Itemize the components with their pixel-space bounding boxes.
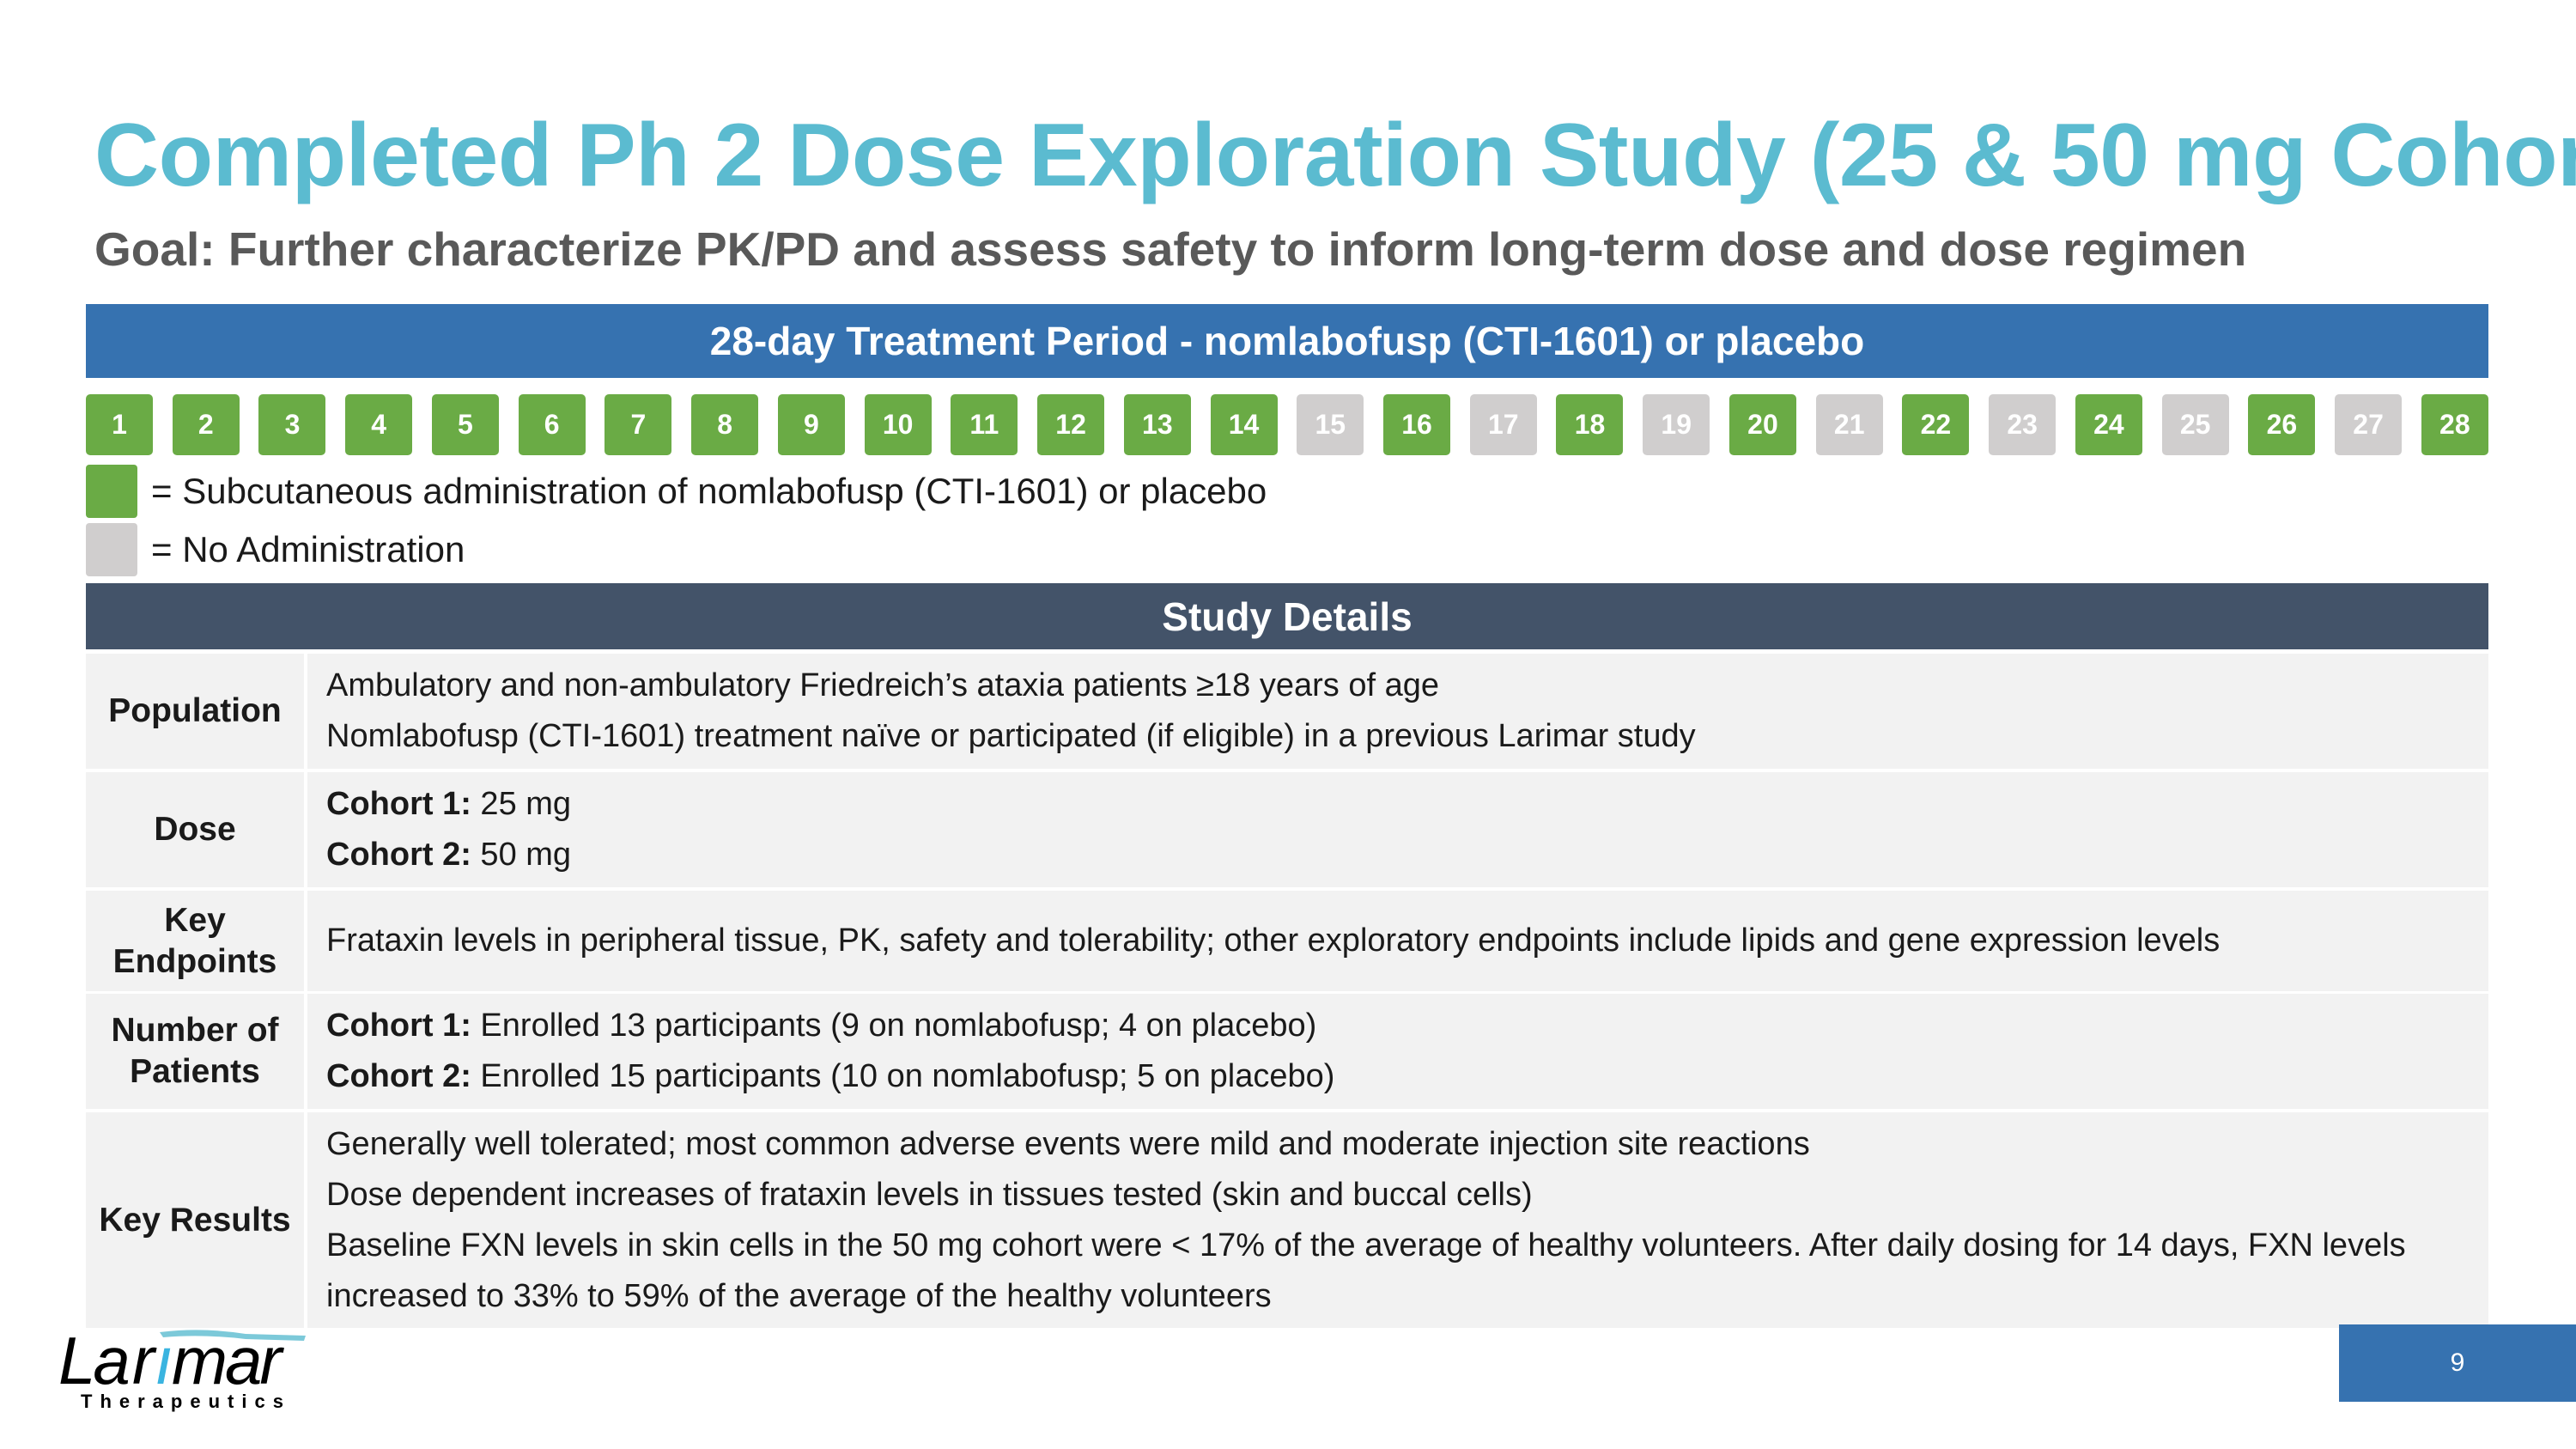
cohort-label: Cohort 2:	[326, 837, 471, 873]
larimar-logo: La r ı mar Therapeutics	[57, 1323, 314, 1417]
day-box: 1	[86, 394, 153, 455]
table-row: Dose Cohort 1: 25 mg Cohort 2: 50 mg	[86, 772, 2488, 887]
svg-text:ı: ı	[155, 1327, 173, 1398]
day-box: 20	[1728, 394, 1796, 455]
page-number: 9	[2339, 1324, 2576, 1402]
day-box: 16	[1383, 394, 1451, 455]
day-box: 17	[1469, 394, 1537, 455]
row-line: Cohort 1: 25 mg	[326, 779, 2470, 830]
row-line: Generally well tolerated; most common ad…	[326, 1119, 2470, 1170]
row-line: Cohort 2: Enrolled 15 participants (10 o…	[326, 1051, 2470, 1102]
gray-swatch	[86, 523, 137, 576]
table-row: Key Endpoints Frataxin levels in peripher…	[86, 891, 2488, 991]
day-box: 25	[2161, 394, 2229, 455]
row-value: Cohort 1: Enrolled 13 participants (9 on…	[307, 994, 2488, 1109]
row-label: Dose	[86, 772, 304, 887]
day-box: 6	[518, 394, 586, 455]
line-text: Generally well tolerated; most common ad…	[326, 1125, 1810, 1162]
row-line: Cohort 1: Enrolled 13 participants (9 on…	[326, 1001, 2470, 1051]
page-title: Completed Ph 2 Dose Exploration Study (2…	[94, 106, 2576, 205]
row-value: Ambulatory and non-ambulatory Friedreich…	[307, 654, 2488, 769]
row-line: Ambulatory and non-ambulatory Friedreich…	[326, 661, 2470, 711]
line-text: Dose dependent increases of frataxin lev…	[326, 1176, 1533, 1213]
line-text: Nomlabofusp (CTI-1601) treatment naïve o…	[326, 718, 1696, 754]
svg-text:Therapeutics: Therapeutics	[81, 1391, 291, 1412]
day-box: 8	[691, 394, 759, 455]
study-details-header: Study Details	[86, 583, 2488, 649]
table-row: Population Ambulatory and non-ambulatory …	[86, 654, 2488, 769]
row-line: Cohort 2: 50 mg	[326, 830, 2470, 880]
day-box: 18	[1556, 394, 1624, 455]
page-subtitle: Goal: Further characterize PK/PD and ass…	[94, 222, 2247, 276]
row-label: Key Endpoints	[86, 891, 304, 991]
day-box: 3	[258, 394, 326, 455]
line-text: Enrolled 15 participants (10 on nomlabof…	[471, 1058, 1335, 1094]
day-box: 21	[1815, 394, 1883, 455]
line-text: Frataxin levels in peripheral tissue, PK…	[326, 922, 2221, 959]
day-box: 4	[345, 394, 413, 455]
day-box: 7	[605, 394, 672, 455]
day-box: 23	[1989, 394, 2057, 455]
row-line: Baseline FXN levels in skin cells in the…	[326, 1221, 2470, 1322]
day-grid: 1 2 3 4 5 6 7 8 9 10 11 12 13 14 15 16 17 18 19 20 21 22 23 24 2…	[86, 394, 2488, 455]
day-box: 14	[1210, 394, 1278, 455]
svg-text:La: La	[58, 1327, 128, 1398]
green-swatch	[86, 465, 137, 518]
day-box: 11	[951, 394, 1018, 455]
day-box: 15	[1297, 394, 1364, 455]
day-box: 27	[2335, 394, 2403, 455]
legend-none-label: = No Administration	[151, 529, 465, 569]
table-row: Number of Patients Cohort 1: Enrolled 13 …	[86, 994, 2488, 1109]
day-box: 19	[1643, 394, 1710, 455]
row-value: Cohort 1: 25 mg Cohort 2: 50 mg	[307, 772, 2488, 887]
row-line: Dose dependent increases of frataxin lev…	[326, 1170, 2470, 1221]
cohort-label: Cohort 1:	[326, 786, 471, 822]
treatment-period-header: 28-day Treatment Period - nomlabofusp (C…	[86, 304, 2488, 378]
legend-administered: = Subcutaneous administration of nomlabo…	[86, 465, 1267, 518]
row-line: Frataxin levels in peripheral tissue, PK…	[326, 916, 2470, 966]
line-text: Enrolled 13 participants (9 on nomlabofu…	[471, 1008, 1317, 1044]
day-box: 2	[172, 394, 240, 455]
line-text: 50 mg	[471, 837, 572, 873]
day-box: 28	[2421, 394, 2488, 455]
legend-none: = No Administration	[86, 523, 465, 576]
line-text: Ambulatory and non-ambulatory Friedreich…	[326, 667, 1439, 703]
day-box: 24	[2075, 394, 2142, 455]
line-text: 25 mg	[471, 786, 572, 822]
cohort-label: Cohort 2:	[326, 1058, 471, 1094]
day-box: 10	[864, 394, 932, 455]
cohort-label: Cohort 1:	[326, 1008, 471, 1044]
row-label: Number of Patients	[86, 994, 304, 1109]
day-box: 26	[2248, 394, 2316, 455]
day-box: 9	[777, 394, 845, 455]
row-line: Nomlabofusp (CTI-1601) treatment naïve o…	[326, 711, 2470, 762]
day-box: 22	[1902, 394, 1970, 455]
row-label: Population	[86, 654, 304, 769]
row-value: Frataxin levels in peripheral tissue, PK…	[307, 891, 2488, 991]
svg-text:r: r	[132, 1327, 157, 1398]
svg-text:mar: mar	[172, 1327, 284, 1398]
table-row: Key Results Generally well tolerated; mos…	[86, 1112, 2488, 1328]
row-value: Generally well tolerated; most common ad…	[307, 1112, 2488, 1328]
row-label: Key Results	[86, 1112, 304, 1328]
day-box: 12	[1037, 394, 1105, 455]
day-box: 13	[1123, 394, 1191, 455]
legend-administered-label: = Subcutaneous administration of nomlabo…	[151, 471, 1267, 511]
day-box: 5	[431, 394, 499, 455]
line-text: Baseline FXN levels in skin cells in the…	[326, 1227, 2415, 1314]
